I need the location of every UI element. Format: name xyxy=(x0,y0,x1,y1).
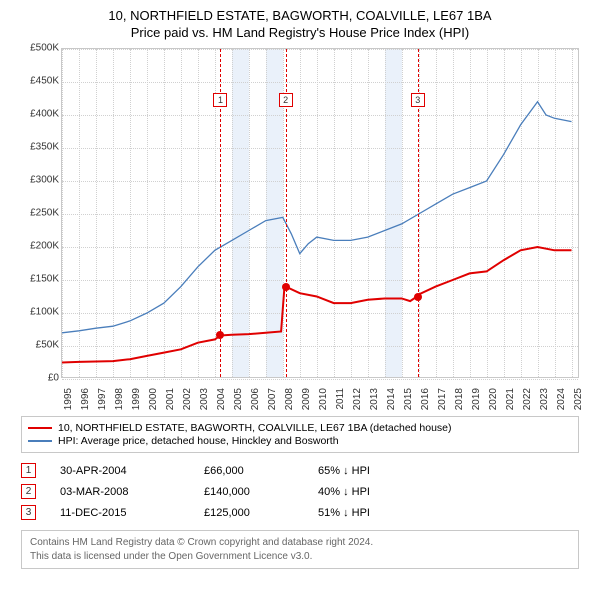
event-marker: 1 xyxy=(213,93,227,107)
sale-point xyxy=(216,331,224,339)
sale-point xyxy=(282,283,290,291)
event-price: £140,000 xyxy=(204,486,294,498)
y-axis-label: £0 xyxy=(21,373,59,384)
footer-line-1: Contains HM Land Registry data © Crown c… xyxy=(30,536,570,550)
event-badge: 2 xyxy=(21,484,36,499)
y-axis-label: £50K xyxy=(21,340,59,351)
event-hpi-gap: 65% ↓ HPI xyxy=(318,465,428,477)
event-marker: 2 xyxy=(279,93,293,107)
property-price-chart: 10, NORTHFIELD ESTATE, BAGWORTH, COALVIL… xyxy=(0,0,600,590)
y-axis-label: £400K xyxy=(21,109,59,120)
event-marker: 3 xyxy=(411,93,425,107)
event-hpi-gap: 40% ↓ HPI xyxy=(318,486,428,498)
y-axis-label: £100K xyxy=(21,307,59,318)
plot-wrap: 1 2 3 £0 £50K £100K £150K £200K £250K £300K £350K… xyxy=(21,48,579,408)
event-row: 3 11-DEC-2015 £125,000 51% ↓ HPI xyxy=(21,505,579,520)
chart-title: 10, NORTHFIELD ESTATE, BAGWORTH, COALVIL… xyxy=(12,8,588,40)
event-hpi-gap: 51% ↓ HPI xyxy=(318,507,428,519)
hpi-line xyxy=(62,102,572,333)
y-axis-label: £500K xyxy=(21,43,59,54)
y-axis-label: £150K xyxy=(21,274,59,285)
event-date: 11-DEC-2015 xyxy=(60,507,180,519)
line-canvas xyxy=(62,49,580,379)
legend: 10, NORTHFIELD ESTATE, BAGWORTH, COALVIL… xyxy=(21,416,579,453)
event-date: 30-APR-2004 xyxy=(60,465,180,477)
x-axis-label: 2025 xyxy=(573,388,599,418)
events-table: 1 30-APR-2004 £66,000 65% ↓ HPI 2 03-MAR-2008… xyxy=(21,463,579,520)
legend-swatch-red xyxy=(28,427,52,429)
attribution-footer: Contains HM Land Registry data © Crown c… xyxy=(21,530,579,569)
y-axis-label: £250K xyxy=(21,208,59,219)
legend-swatch-blue xyxy=(28,440,52,442)
y-axis-label: £450K xyxy=(21,76,59,87)
event-price: £66,000 xyxy=(204,465,294,477)
legend-label-blue: HPI: Average price, detached house, Hinc… xyxy=(58,435,339,447)
legend-row-red: 10, NORTHFIELD ESTATE, BAGWORTH, COALVIL… xyxy=(28,422,572,434)
event-date: 03-MAR-2008 xyxy=(60,486,180,498)
plot-area: 1 2 3 xyxy=(61,48,579,378)
title-address: 10, NORTHFIELD ESTATE, BAGWORTH, COALVIL… xyxy=(12,8,588,23)
y-axis-label: £200K xyxy=(21,241,59,252)
sale-point xyxy=(414,293,422,301)
event-row: 2 03-MAR-2008 £140,000 40% ↓ HPI xyxy=(21,484,579,499)
y-axis-label: £350K xyxy=(21,142,59,153)
title-subtitle: Price paid vs. HM Land Registry's House … xyxy=(12,25,588,40)
event-badge: 1 xyxy=(21,463,36,478)
legend-label-red: 10, NORTHFIELD ESTATE, BAGWORTH, COALVIL… xyxy=(58,422,452,434)
y-axis-label: £300K xyxy=(21,175,59,186)
footer-line-2: This data is licensed under the Open Gov… xyxy=(30,550,570,564)
gridline-h xyxy=(62,379,578,380)
event-row: 1 30-APR-2004 £66,000 65% ↓ HPI xyxy=(21,463,579,478)
event-price: £125,000 xyxy=(204,507,294,519)
legend-row-blue: HPI: Average price, detached house, Hinc… xyxy=(28,435,572,447)
price-paid-line xyxy=(62,247,572,363)
event-badge: 3 xyxy=(21,505,36,520)
